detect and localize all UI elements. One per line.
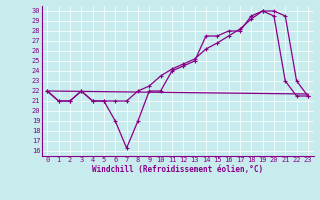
X-axis label: Windchill (Refroidissement éolien,°C): Windchill (Refroidissement éolien,°C) (92, 165, 263, 174)
